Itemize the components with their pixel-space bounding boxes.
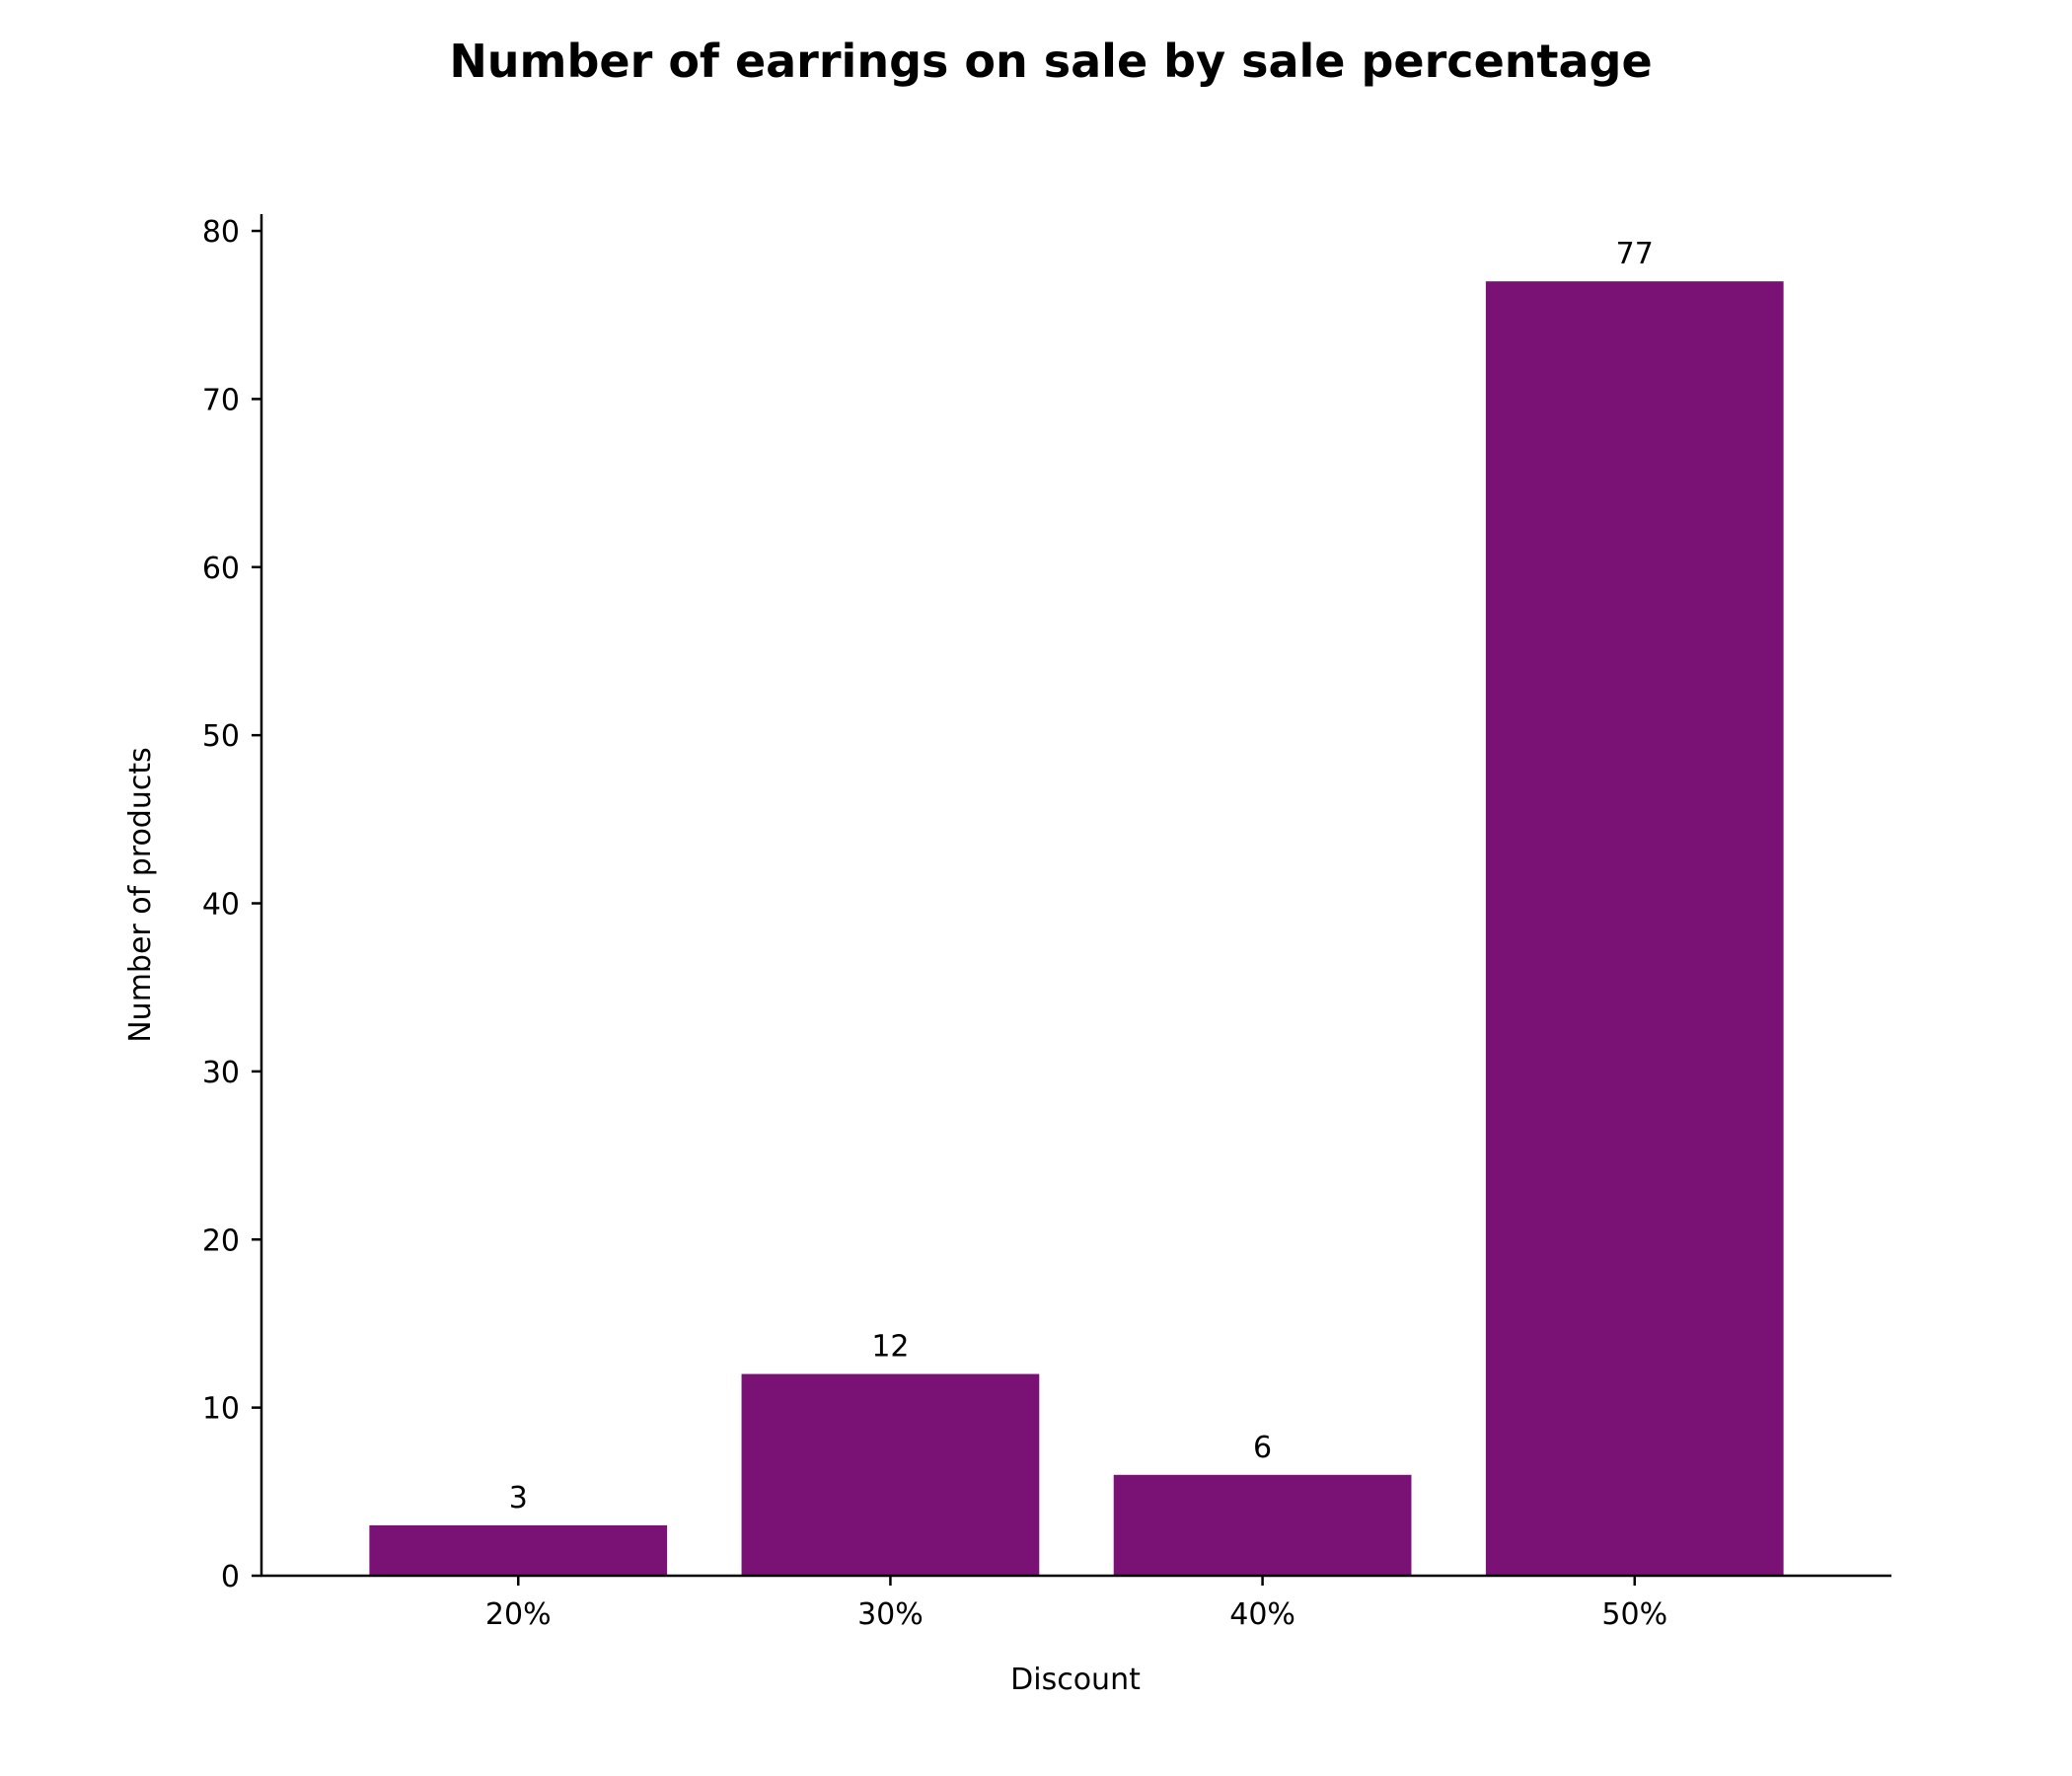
y-ticks-layer: 0 10 20 30 40 50 60 70 80 [202, 215, 261, 1594]
data-label-50pct: 77 [1616, 237, 1654, 271]
x-tick-label: 50% [1601, 1597, 1667, 1632]
bars-layer [369, 281, 1784, 1576]
y-tick-label: 70 [202, 383, 240, 417]
data-label-20pct: 3 [509, 1481, 528, 1516]
data-labels-layer: 3 12 6 77 [509, 237, 1654, 1516]
y-tick-label: 20 [202, 1223, 240, 1258]
y-tick-label: 40 [202, 888, 240, 923]
x-tick-label: 30% [857, 1597, 924, 1632]
y-tick-label: 80 [202, 215, 240, 250]
y-tick-label: 0 [221, 1560, 240, 1594]
chart-title: Number of earrings on sale by sale perce… [449, 35, 1652, 88]
bar-30pct [741, 1373, 1040, 1576]
x-tick-label: 20% [485, 1597, 552, 1632]
x-tick-label: 40% [1229, 1597, 1295, 1632]
y-tick-label: 50 [202, 719, 240, 754]
data-label-40pct: 6 [1253, 1431, 1272, 1465]
y-axis-label: Number of products [123, 747, 158, 1043]
y-tick-label: 10 [202, 1392, 240, 1427]
y-tick-label: 30 [202, 1056, 240, 1090]
x-axis-label: Discount [1010, 1663, 1141, 1697]
data-label-30pct: 12 [871, 1330, 909, 1365]
x-ticks-layer: 20% 30% 40% 50% [485, 1576, 1667, 1632]
bar-20pct [369, 1524, 668, 1576]
bar-40pct [1113, 1474, 1412, 1576]
bar-50pct [1485, 281, 1784, 1576]
y-tick-label: 60 [202, 552, 240, 586]
